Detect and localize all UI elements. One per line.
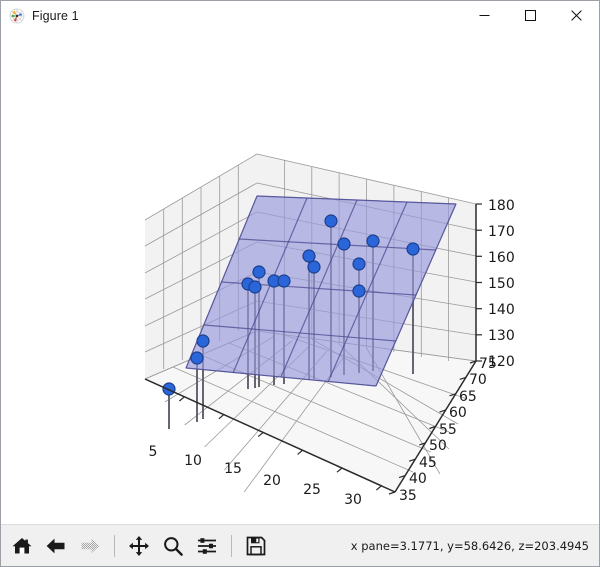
coordinate-status-text: x pane=3.1771, y=58.6426, z=203.4945 (350, 538, 589, 553)
y-tick-label: 45 (419, 455, 437, 471)
data-point (307, 260, 321, 274)
regression-plane (185, 195, 457, 387)
y-tick-label: 70 (469, 372, 487, 388)
figure-canvas-area[interactable]: 5 10 15 20 25 30 (1, 31, 599, 524)
x-tick-label: 15 (224, 461, 242, 477)
save-button[interactable] (241, 531, 271, 561)
forward-button[interactable] (75, 531, 105, 561)
data-point (162, 382, 176, 396)
axes3d-scatter-plot[interactable]: 5 10 15 20 25 30 (1, 31, 599, 524)
toolbar-separator-2 (231, 534, 232, 557)
y-tick-label: 60 (449, 405, 467, 421)
z-tick-label: 130 (488, 328, 515, 344)
data-point (248, 280, 262, 294)
y-tick-label: 55 (439, 422, 457, 438)
x-tick-label: 5 (149, 444, 158, 460)
close-icon (570, 10, 582, 21)
y-axis-ticks: 35 40 45 50 55 60 65 70 75 (388, 356, 497, 504)
y-axis-spine (394, 360, 477, 493)
minimize-button[interactable] (461, 1, 507, 30)
pan-button[interactable] (124, 531, 154, 561)
data-point (366, 234, 380, 248)
x-tick-label: 20 (263, 473, 281, 489)
data-point (277, 274, 291, 288)
title-bar: Figure 1 (1, 1, 599, 31)
data-point (352, 257, 366, 271)
minimize-icon (479, 15, 489, 16)
x-tick-label: 10 (184, 453, 202, 469)
window-controls (461, 1, 599, 30)
y-tick-label: 75 (479, 356, 497, 372)
pan-move-icon (129, 535, 149, 556)
maximize-button[interactable] (507, 1, 553, 30)
floppy-disk-icon (246, 536, 266, 555)
zoom-button[interactable] (158, 531, 188, 561)
close-button[interactable] (553, 1, 599, 30)
home-button[interactable] (7, 531, 37, 561)
data-point (302, 249, 316, 263)
toolbar-separator-1 (114, 534, 115, 557)
y-tick-label: 40 (409, 471, 427, 487)
data-point (252, 265, 266, 279)
y-tick-label: 65 (459, 389, 477, 405)
z-tick-label: 150 (488, 276, 515, 292)
maximize-icon (524, 10, 536, 21)
z-tick-label: 120 (488, 354, 515, 370)
x-tick-label: 30 (344, 492, 362, 508)
z-tick-label: 160 (488, 250, 515, 266)
magnifier-icon (164, 536, 183, 556)
window-title: Figure 1 (32, 8, 79, 23)
navigation-toolbar: x pane=3.1771, y=58.6426, z=203.4945 (1, 524, 599, 566)
z-tick-label: 170 (488, 224, 515, 240)
z-tick-label: 180 (488, 198, 515, 214)
back-arrow-icon (46, 538, 65, 553)
matplotlib-icon (9, 8, 25, 24)
forward-arrow-icon (81, 538, 100, 553)
data-point (196, 334, 210, 348)
data-point (190, 351, 204, 365)
y-tick-label: 50 (429, 438, 447, 454)
x-axis-spine (144, 378, 396, 493)
data-point (324, 214, 338, 228)
scatter-markers (162, 214, 420, 396)
data-point (406, 242, 420, 256)
y-tick-label: 35 (399, 488, 417, 504)
back-button[interactable] (41, 531, 71, 561)
home-icon (12, 537, 32, 553)
x-axis-ticks: 5 10 15 20 25 30 (149, 396, 382, 508)
x-tick-label: 25 (303, 482, 321, 498)
z-axis-ticks: 120 130 140 150 160 170 180 (476, 198, 515, 370)
data-point (337, 237, 351, 251)
subplots-button[interactable] (192, 531, 222, 561)
z-tick-label: 140 (488, 302, 515, 318)
sliders-icon (198, 537, 216, 554)
data-point (352, 284, 366, 298)
